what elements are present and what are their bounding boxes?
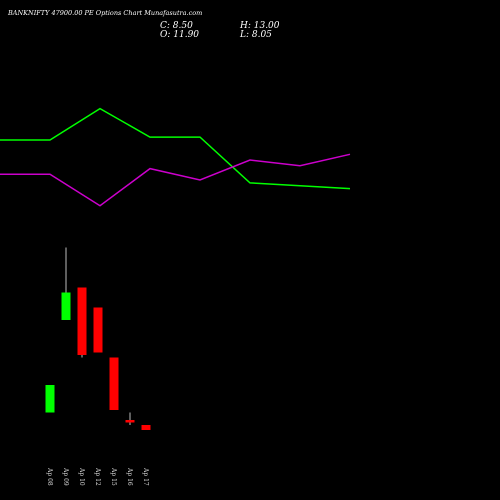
overlay-line-2 [0, 153, 351, 207]
high-value: H: 13.00 [240, 21, 280, 31]
x-tick-label-5: Ap 15 [110, 467, 117, 486]
candle-body-3 [77, 287, 87, 355]
candle-body-2 [61, 292, 71, 320]
open-value: O: 11.90 [160, 30, 200, 40]
close-value: C: 8.50 [160, 21, 193, 31]
x-tick-label-4: Ap 12 [94, 467, 101, 486]
x-tick-label-2: Ap 09 [62, 467, 69, 486]
x-tick-label-1: Ap 08 [46, 467, 53, 486]
x-tick-label-3: Ap 10 [78, 467, 85, 486]
candle-body-4 [93, 307, 103, 353]
x-tick-label-6: Ap 16 [126, 467, 133, 486]
candle-body-5 [109, 357, 119, 410]
low-value: L: 8.05 [240, 30, 272, 40]
candle-body-6 [125, 420, 135, 423]
candle-body-7 [141, 425, 151, 430]
candle-body-1 [45, 385, 55, 413]
x-tick-label-7: Ap 17 [142, 467, 149, 486]
chart-title: BANKNIFTY 47900.00 PE Options Chart Muna… [8, 9, 203, 17]
overlay-line-1 [0, 107, 351, 190]
